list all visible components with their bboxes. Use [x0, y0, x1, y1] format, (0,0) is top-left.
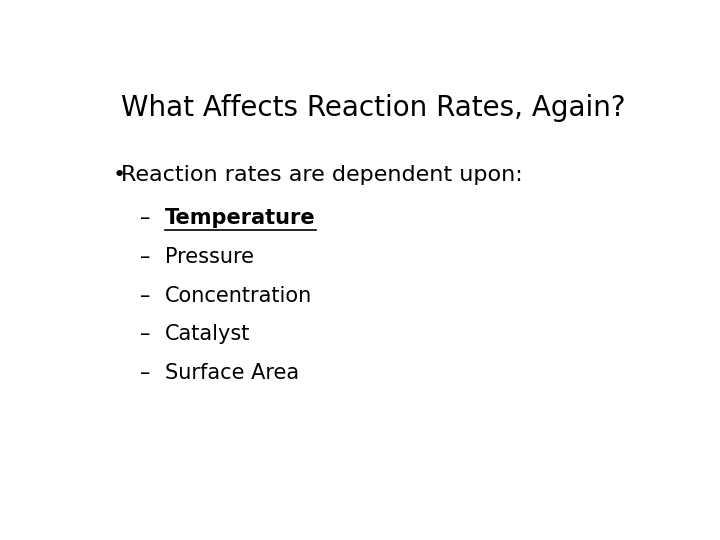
- Text: –: –: [140, 247, 150, 267]
- Text: Reaction rates are dependent upon:: Reaction rates are dependent upon:: [121, 165, 523, 185]
- Text: –: –: [140, 208, 150, 228]
- Text: Catalyst: Catalyst: [166, 324, 251, 345]
- Text: –: –: [140, 324, 150, 345]
- Text: Temperature: Temperature: [166, 208, 316, 228]
- Text: Pressure: Pressure: [166, 247, 254, 267]
- Text: Surface Area: Surface Area: [166, 363, 300, 383]
- Text: What Affects Reaction Rates, Again?: What Affects Reaction Rates, Again?: [121, 94, 625, 122]
- Text: •: •: [112, 165, 125, 185]
- Text: Concentration: Concentration: [166, 286, 312, 306]
- Text: –: –: [140, 363, 150, 383]
- Text: –: –: [140, 286, 150, 306]
